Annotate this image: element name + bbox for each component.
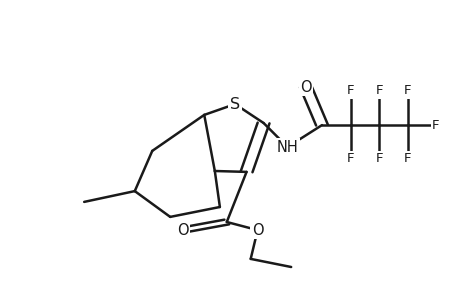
Text: S: S — [230, 97, 240, 112]
Text: F: F — [346, 152, 353, 166]
Text: O: O — [299, 80, 311, 94]
Text: O: O — [251, 223, 263, 238]
Text: F: F — [375, 84, 382, 98]
Text: NH: NH — [276, 140, 298, 154]
Text: F: F — [403, 152, 410, 166]
Text: F: F — [375, 152, 382, 166]
Text: O: O — [176, 223, 188, 238]
Text: F: F — [403, 84, 410, 98]
Text: F: F — [346, 84, 353, 98]
Text: F: F — [431, 118, 438, 132]
